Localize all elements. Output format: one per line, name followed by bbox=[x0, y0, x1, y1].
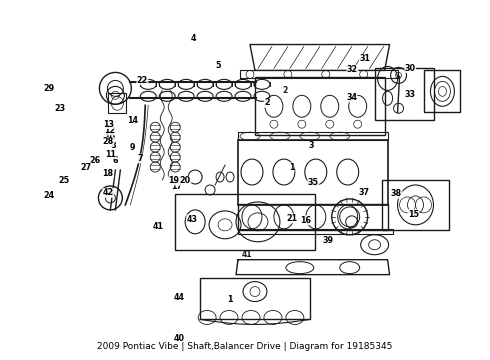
Text: 15: 15 bbox=[408, 210, 419, 219]
Bar bbox=[200, 278, 310, 319]
Bar bbox=[238, 132, 388, 140]
Text: 17: 17 bbox=[171, 182, 182, 191]
Text: 2: 2 bbox=[282, 86, 288, 95]
Text: 31: 31 bbox=[359, 54, 370, 63]
Bar bbox=[240, 71, 397, 78]
Text: 26: 26 bbox=[90, 156, 100, 165]
Text: 18: 18 bbox=[102, 169, 114, 178]
Text: 21: 21 bbox=[286, 214, 297, 223]
Bar bbox=[375, 68, 435, 120]
Text: 34: 34 bbox=[346, 93, 357, 102]
Bar bbox=[382, 180, 449, 230]
Text: 37: 37 bbox=[359, 188, 370, 197]
Text: 29: 29 bbox=[43, 84, 54, 93]
Bar bbox=[238, 140, 388, 205]
Text: 28: 28 bbox=[102, 138, 114, 147]
Text: 10: 10 bbox=[105, 133, 116, 142]
Text: 23: 23 bbox=[55, 104, 66, 113]
Text: 16: 16 bbox=[300, 216, 312, 225]
Text: 6: 6 bbox=[113, 156, 118, 165]
Text: 2009 Pontiac Vibe | Shaft,Balancer Drive | Diagram for 19185345: 2009 Pontiac Vibe | Shaft,Balancer Drive… bbox=[98, 342, 392, 351]
Text: 35: 35 bbox=[308, 178, 319, 187]
Text: 1: 1 bbox=[289, 163, 294, 172]
Text: 32: 32 bbox=[347, 65, 358, 74]
Text: 8: 8 bbox=[110, 141, 116, 150]
Text: 30: 30 bbox=[405, 64, 416, 73]
Text: 4: 4 bbox=[191, 34, 196, 43]
Bar bbox=[238, 204, 388, 230]
Text: 12: 12 bbox=[104, 126, 116, 135]
Text: 3: 3 bbox=[308, 141, 314, 150]
Text: 27: 27 bbox=[81, 163, 92, 172]
Bar bbox=[108, 93, 126, 113]
Text: 13: 13 bbox=[103, 120, 114, 129]
Text: 7: 7 bbox=[137, 154, 143, 163]
Text: 41: 41 bbox=[152, 222, 164, 231]
Text: 38: 38 bbox=[391, 189, 402, 198]
Bar bbox=[424, 71, 461, 112]
Text: 40: 40 bbox=[173, 334, 185, 343]
Text: 9: 9 bbox=[130, 143, 135, 152]
Text: 5: 5 bbox=[216, 61, 221, 70]
Text: 14: 14 bbox=[127, 116, 138, 125]
Bar bbox=[175, 194, 315, 250]
Text: 43: 43 bbox=[187, 215, 198, 224]
Text: 42: 42 bbox=[102, 188, 114, 197]
Text: 11: 11 bbox=[105, 150, 116, 159]
Text: 24: 24 bbox=[43, 190, 54, 199]
Text: 2: 2 bbox=[264, 98, 270, 107]
Text: 1: 1 bbox=[227, 294, 233, 303]
Text: 33: 33 bbox=[404, 90, 415, 99]
Text: 44: 44 bbox=[173, 293, 185, 302]
Text: 22: 22 bbox=[137, 76, 148, 85]
Text: 41: 41 bbox=[242, 250, 252, 259]
Bar bbox=[255, 77, 385, 135]
Bar bbox=[238, 229, 392, 234]
Text: 19: 19 bbox=[169, 176, 180, 185]
Text: 20: 20 bbox=[180, 176, 191, 185]
Text: 25: 25 bbox=[59, 176, 70, 185]
Text: 39: 39 bbox=[322, 237, 334, 246]
